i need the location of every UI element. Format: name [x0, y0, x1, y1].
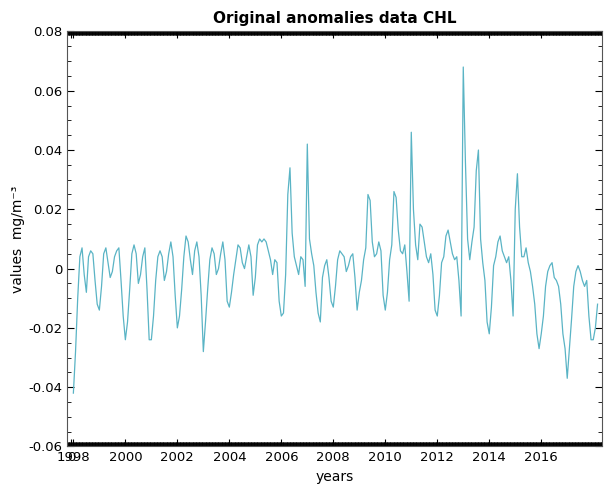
Title: Original anomalies data CHL: Original anomalies data CHL	[213, 11, 456, 26]
X-axis label: years: years	[315, 470, 354, 484]
Y-axis label: values  mg/m⁻³: values mg/m⁻³	[11, 185, 25, 293]
